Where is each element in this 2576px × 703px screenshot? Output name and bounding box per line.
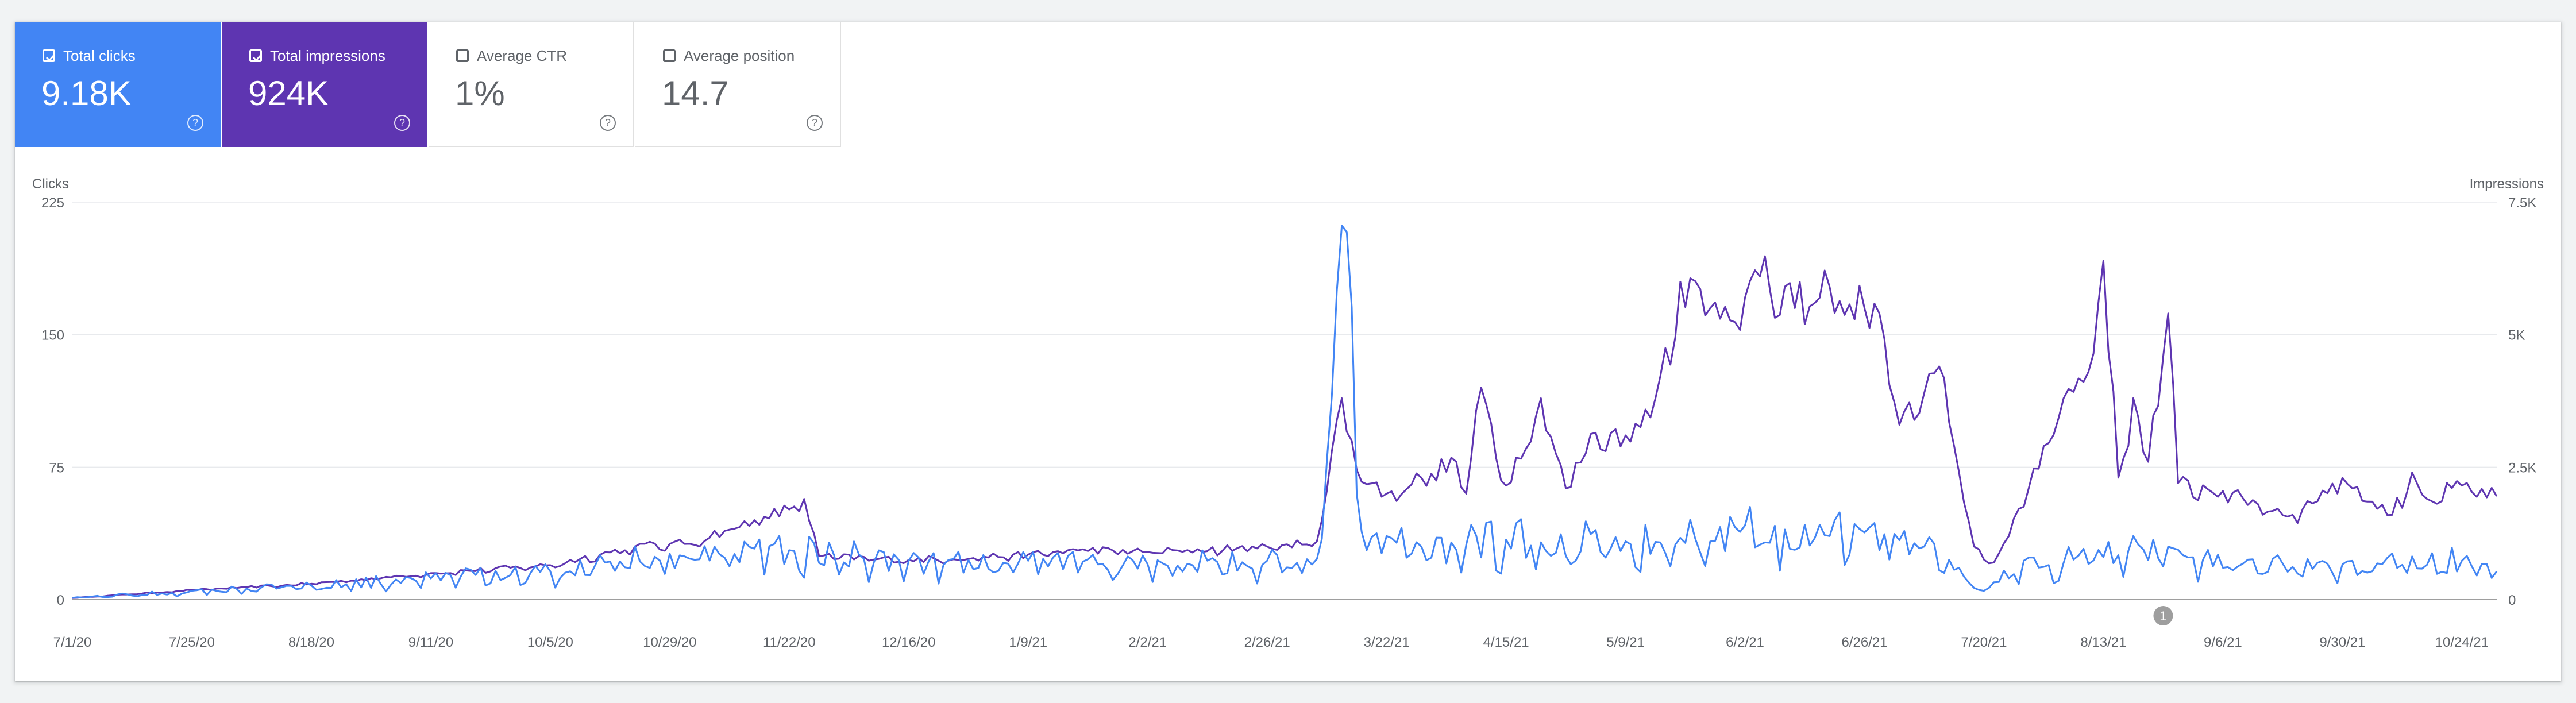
- x-tick-label: 9/11/20: [408, 635, 453, 650]
- performance-chart: 0 75 150 225 0 2.5K 5K 7.5K Clicks Impressions 7/1…: [32, 176, 2544, 650]
- clicks-series-line: [72, 225, 2498, 599]
- y-right-tick-label: 2.5K: [2508, 460, 2536, 476]
- help-icon[interactable]: ?: [600, 115, 616, 131]
- performance-card: Total clicks 9.18K ? Total impressions 9…: [15, 22, 2561, 681]
- metric-label: Total impressions: [270, 47, 385, 64]
- x-tick-label: 7/20/21: [1961, 635, 2007, 650]
- x-tick-label: 11/22/20: [763, 635, 816, 650]
- metric-value: 924K: [248, 74, 329, 113]
- x-tick-label: 6/2/21: [1726, 635, 1764, 650]
- y-right-tick-label: 5K: [2508, 328, 2525, 343]
- x-tick-label: 8/13/21: [2080, 635, 2126, 650]
- checkbox-icon[interactable]: [249, 49, 263, 62]
- y-left-tick-label: 150: [41, 328, 64, 343]
- x-tick-label: 2/26/21: [1244, 635, 1290, 650]
- metric-label: Average position: [684, 47, 795, 64]
- y-right-tick-label: 7.5K: [2508, 195, 2536, 211]
- help-icon[interactable]: ?: [187, 115, 203, 131]
- metric-label: Total clicks: [63, 47, 136, 64]
- y-left-tick-label: 225: [41, 195, 64, 211]
- x-tick-label: 6/26/21: [1841, 635, 1887, 650]
- total-impressions-tab[interactable]: Total impressions 924K ?: [222, 22, 427, 147]
- x-tick-label: 9/6/21: [2204, 635, 2242, 650]
- y-right-axis-label: Impressions: [2470, 176, 2544, 192]
- metric-value: 9.18K: [41, 74, 132, 113]
- y-right-tick-label: 0: [2508, 593, 2516, 608]
- x-tick-label: 10/29/20: [643, 635, 696, 650]
- help-icon[interactable]: ?: [394, 115, 410, 131]
- x-tick-label: 10/5/20: [527, 635, 573, 650]
- help-icon[interactable]: ?: [807, 115, 823, 131]
- y-left-tick-label: 75: [49, 460, 64, 476]
- x-tick-label: 5/9/21: [1606, 635, 1645, 650]
- metric-label: Average CTR: [477, 47, 568, 64]
- x-tick-label: 9/30/21: [2319, 635, 2365, 650]
- metric-value: 1%: [455, 74, 505, 113]
- checkbox-icon[interactable]: [456, 49, 469, 62]
- x-tick-label: 1/9/21: [1009, 635, 1047, 650]
- x-tick-label: 7/25/20: [169, 635, 215, 650]
- x-tick-label: 12/16/20: [882, 635, 935, 650]
- x-tick-label: 4/15/21: [1483, 635, 1529, 650]
- impressions-series-line: [72, 255, 2498, 599]
- x-tick-label: 7/1/20: [53, 635, 92, 650]
- annotation-label: 1: [2159, 609, 2166, 623]
- total-clicks-tab[interactable]: Total clicks 9.18K ?: [15, 22, 221, 147]
- average-ctr-tab[interactable]: Average CTR 1% ?: [429, 22, 634, 147]
- x-tick-label: 2/2/21: [1128, 635, 1167, 650]
- annotation-marker[interactable]: [2153, 606, 2173, 625]
- y-left-tick-label: 0: [57, 593, 64, 608]
- average-position-tab[interactable]: Average position 14.7 ?: [635, 22, 841, 147]
- x-tick-label: 3/22/21: [1364, 635, 1410, 650]
- metric-value: 14.7: [662, 74, 729, 113]
- x-tick-label: 10/24/21: [2435, 635, 2489, 650]
- checkbox-icon[interactable]: [663, 49, 676, 62]
- checkbox-icon[interactable]: [43, 49, 56, 62]
- y-left-axis-label: Clicks: [32, 176, 69, 192]
- x-tick-label: 8/18/20: [288, 635, 334, 650]
